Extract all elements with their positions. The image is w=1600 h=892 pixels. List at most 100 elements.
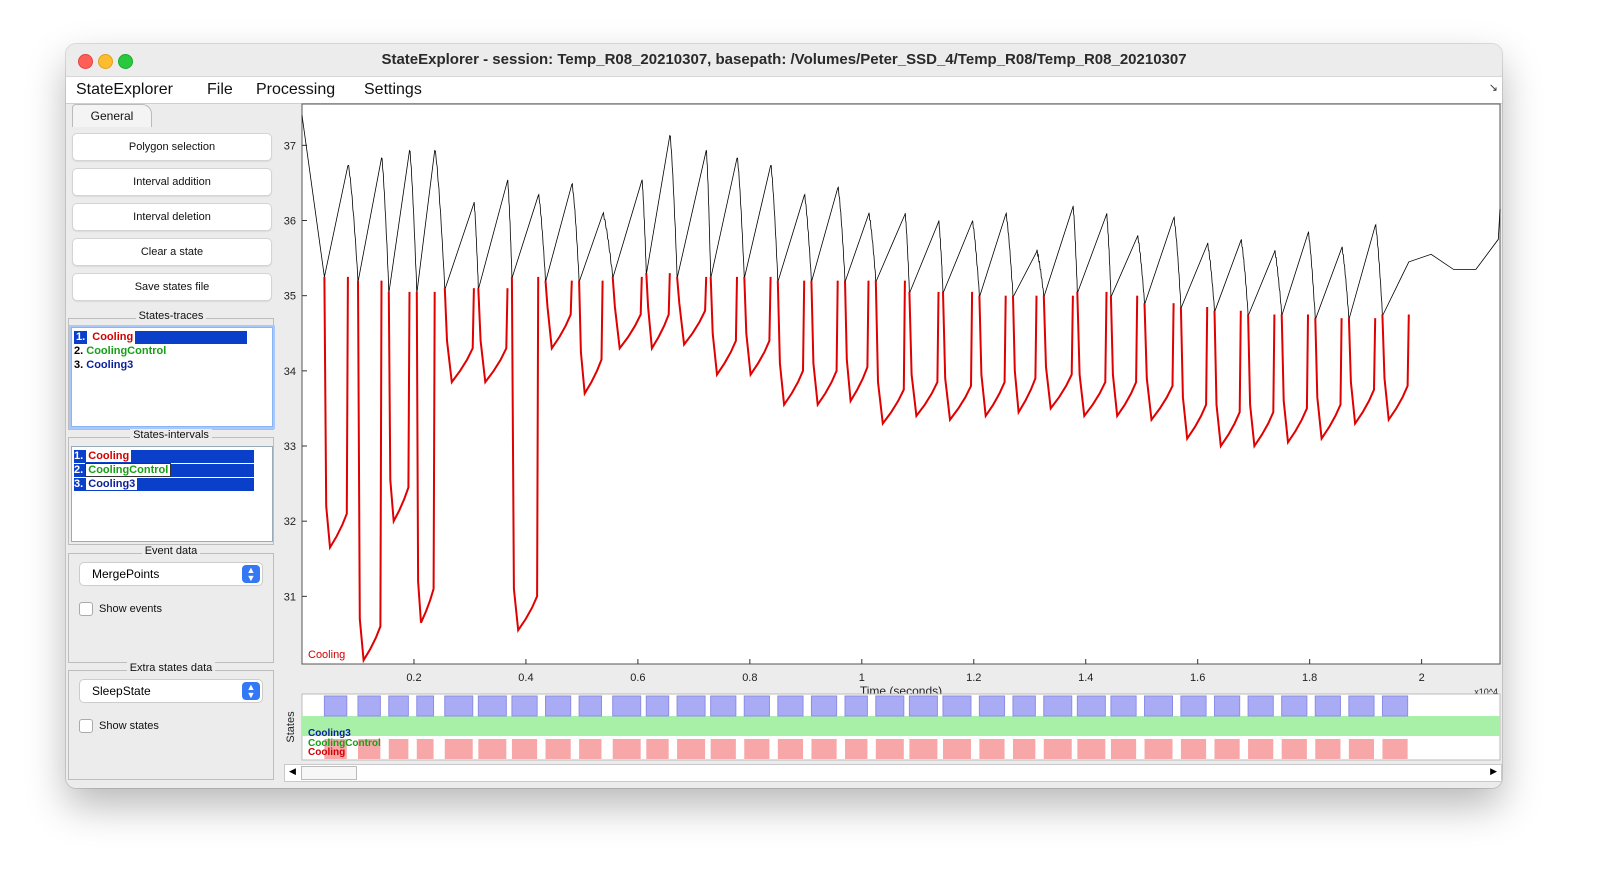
- interval-deletion-button[interactable]: Interval deletion: [72, 203, 272, 231]
- state-interval-cooling: [1110, 739, 1137, 759]
- clear-state-button[interactable]: Clear a state: [72, 238, 272, 266]
- state-interval-cooling3: [710, 695, 737, 717]
- state-interval-cooling: [478, 739, 507, 759]
- cooling-trace-segment: [1179, 306, 1209, 442]
- temperature-chart[interactable]: 31 32 33 34 35 36 37 0.2 0.4 0.6 0.8 1 1.2 1.4 1.6 1.8 2…: [66, 44, 1502, 788]
- scrollbar-thumb[interactable]: [301, 766, 357, 780]
- state-interval-cooling3: [545, 695, 572, 717]
- y-tick-label: 35: [284, 291, 296, 303]
- state-interval-cooling3: [1144, 695, 1174, 717]
- cooling-trace-segment: [510, 276, 540, 634]
- state-interval-cooling3: [612, 695, 642, 717]
- show-events-checkbox[interactable]: Show events: [79, 602, 162, 616]
- cooling-trace-segment: [1012, 295, 1038, 416]
- extra-states-panel: Extra states data SleepState ▲ ▼ Show sta…: [68, 662, 274, 780]
- state-interval-cooling3: [388, 695, 409, 717]
- states-traces-list[interactable]: 1. Cooling 2. CoolingControl 3. Cooling3: [71, 327, 273, 427]
- state-interval-cooling: [1180, 739, 1207, 759]
- app-window: StateExplorer - session: Temp_R08_202103…: [66, 44, 1502, 788]
- state-interval-cooling3: [1281, 695, 1308, 717]
- minimize-window-button[interactable]: [98, 54, 113, 69]
- state-interval-cooling: [710, 739, 736, 759]
- state-interval-cooling: [1382, 739, 1408, 759]
- show-states-checkbox[interactable]: Show states: [79, 719, 159, 733]
- maximize-window-button[interactable]: [118, 54, 133, 69]
- plot-area: [301, 103, 1501, 665]
- states-traces-title: States-traces: [135, 310, 207, 322]
- cooling-trace-segment: [611, 276, 643, 351]
- event-data-panel: Event data MergePoints ▲ ▼ Show events: [68, 545, 274, 663]
- state-interval-cooling3: [1180, 695, 1207, 717]
- state-interval-cooling: [845, 739, 868, 759]
- state-interval-cooling: [324, 739, 347, 759]
- close-window-button[interactable]: [78, 54, 93, 69]
- list-item[interactable]: 2. CoolingControl: [74, 463, 254, 477]
- state-interval-cooling3: [942, 695, 972, 717]
- list-item[interactable]: 1. Cooling: [74, 331, 254, 344]
- state-row-label-cooling3: Cooling3: [308, 728, 351, 739]
- polygon-selection-button[interactable]: Polygon selection: [72, 133, 272, 161]
- toolbar-toggle-icon[interactable]: ↘: [1488, 82, 1498, 94]
- time-scrollbar[interactable]: ◀ ▶: [284, 764, 1502, 782]
- state-interval-cooling: [1077, 739, 1106, 759]
- state-interval-cooling: [1248, 739, 1274, 759]
- menu-stateexplorer[interactable]: StateExplorer: [76, 81, 173, 98]
- cooling-trace-segment: [1347, 318, 1377, 427]
- scroll-left-icon[interactable]: ◀: [289, 766, 296, 776]
- state-interval-cooling: [1315, 739, 1341, 759]
- y-tick-label: 32: [284, 516, 296, 528]
- cooling-trace-segment: [323, 276, 349, 551]
- cooling-trace-segment: [1247, 314, 1276, 449]
- interval-addition-button[interactable]: Interval addition: [72, 168, 272, 196]
- state-interval-cooling: [579, 739, 602, 759]
- menu-processing[interactable]: Processing: [256, 81, 336, 98]
- list-item[interactable]: 2. CoolingControl: [74, 345, 167, 357]
- state-interval-cooling3: [511, 695, 538, 717]
- event-data-select[interactable]: MergePoints ▲ ▼: [79, 562, 263, 586]
- extra-states-select[interactable]: SleepState ▲ ▼: [79, 679, 263, 703]
- cooling-trace-segment: [844, 280, 870, 405]
- cooling-trace-segment: [387, 291, 411, 525]
- event-data-title: Event data: [141, 545, 201, 557]
- cooling-trace-segment: [1314, 318, 1343, 442]
- scroll-right-icon[interactable]: ▶: [1490, 766, 1497, 776]
- list-item[interactable]: 3. Cooling3: [74, 359, 134, 371]
- state-interval-cooling: [1043, 739, 1072, 759]
- state-interval-cooling3: [1381, 695, 1409, 717]
- state-interval-cooling3: [1110, 695, 1137, 717]
- state-interval-cooling: [677, 739, 706, 759]
- cooling-trace-segment: [709, 276, 738, 378]
- cooling-trace-segment: [908, 291, 940, 419]
- cooling-trace-segment: [357, 280, 383, 664]
- list-item[interactable]: 1. Cooling: [74, 450, 254, 463]
- cooling-trace-segment: [1213, 310, 1242, 449]
- state-interval-cooling3: [1213, 695, 1241, 717]
- cooling-trace-segment: [978, 295, 1007, 419]
- x-tick-label: 1: [859, 672, 865, 684]
- menu-settings[interactable]: Settings: [364, 81, 422, 98]
- state-interval-coolingcontrol: [302, 716, 1500, 736]
- x-tick-label: 1.8: [1302, 672, 1317, 684]
- list-item[interactable]: 3. Cooling3: [74, 478, 254, 491]
- state-interval-cooling: [388, 739, 409, 759]
- menu-bar: StateExplorer File Processing Settings ↘: [66, 77, 1502, 104]
- state-interval-cooling3: [908, 695, 938, 717]
- state-interval-cooling3: [1348, 695, 1375, 717]
- tab-general[interactable]: General: [72, 104, 152, 127]
- menu-file[interactable]: File: [207, 81, 233, 98]
- select-arrows-icon: ▲ ▼: [242, 682, 260, 700]
- state-interval-cooling: [511, 739, 538, 759]
- state-interval-cooling3: [875, 695, 905, 717]
- select-arrows-icon: ▲ ▼: [242, 565, 260, 583]
- trace-label-cooling: Cooling: [308, 649, 345, 661]
- x-tick-label: 1.6: [1190, 672, 1205, 684]
- y-tick-label: 36: [284, 216, 296, 228]
- x-tick-label: 0.8: [742, 672, 757, 684]
- save-states-file-button[interactable]: Save states file: [72, 273, 272, 301]
- states-intervals-list[interactable]: 1. Cooling 2. CoolingControl 3. Cooling3: [71, 446, 273, 542]
- state-interval-cooling: [875, 739, 904, 759]
- state-interval-cooling3: [743, 695, 770, 717]
- state-interval-cooling3: [357, 695, 381, 717]
- state-interval-cooling3: [978, 695, 1006, 717]
- state-interval-cooling3: [1043, 695, 1073, 717]
